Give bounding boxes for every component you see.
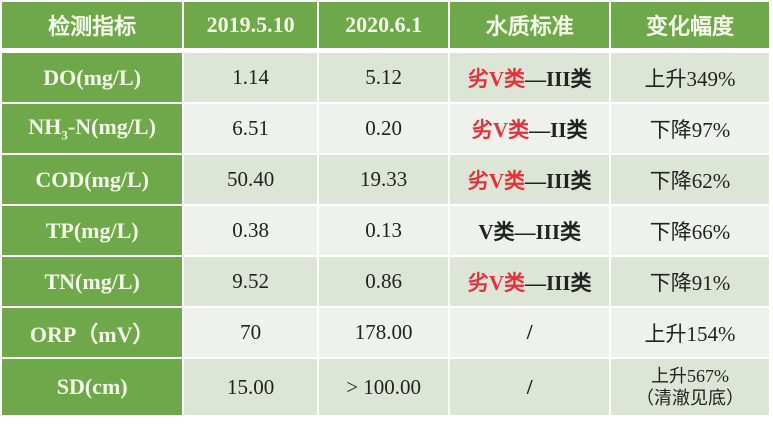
indicator-cell: COD(mg/L) xyxy=(2,155,183,204)
header-change: 变化幅度 xyxy=(611,2,769,48)
header-indicator: 检测指标 xyxy=(2,2,183,48)
change-text: 下降62% xyxy=(649,168,731,193)
standard-red-text: 劣V类 xyxy=(467,270,526,295)
table-row: COD(mg/L) 50.40 19.33 劣V类—III类 下降62% xyxy=(2,155,769,204)
change-text: 下降66% xyxy=(649,219,731,244)
standard-cell: 劣V类—III类 xyxy=(450,257,610,306)
standard-text: —III类 xyxy=(525,270,592,295)
change-cell: 下降91% xyxy=(611,257,769,306)
indicator-cell: NH3-N(mg/L) xyxy=(2,104,183,153)
table-row: NH3-N(mg/L) 6.51 0.20 劣V类—II类 下降97% xyxy=(2,104,769,153)
value-2020: 178.00 xyxy=(318,308,449,357)
indicator-cell: SD(cm) xyxy=(2,359,183,415)
indicator-text: NH3-N(mg/L) xyxy=(28,113,156,143)
standard-cell: / xyxy=(450,308,610,357)
value-2019: 0.38 xyxy=(184,206,317,255)
value-2019: 15.00 xyxy=(184,359,317,415)
indicator-cell: TN(mg/L) xyxy=(2,257,183,306)
value-2020: 0.13 xyxy=(318,206,449,255)
change-text: 上升349% xyxy=(644,66,736,91)
value-2020: 5.12 xyxy=(318,53,449,102)
header-row: 检测指标 2019.5.10 2020.6.1 水质标准 变化幅度 xyxy=(2,2,769,48)
table-row: SD(cm) 15.00 > 100.00 / 上升567% （清澈见底） xyxy=(2,359,769,415)
change-cell: 下降97% xyxy=(611,104,769,153)
change-text: 下降97% xyxy=(649,117,731,142)
change-cell: 下降62% xyxy=(611,155,769,204)
indicator-text: TN(mg/L) xyxy=(44,268,140,294)
standard-cell: V类—III类 xyxy=(450,206,610,255)
header-2019: 2019.5.10 xyxy=(184,2,317,48)
value-2019: 9.52 xyxy=(184,257,317,306)
table-row: TN(mg/L) 9.52 0.86 劣V类—III类 下降91% xyxy=(2,257,769,306)
header-2020: 2020.6.1 xyxy=(318,2,449,48)
change-note: （清澈见底） xyxy=(636,388,745,408)
indicator-text: ORP（mV） xyxy=(29,321,155,347)
standard-text: —II类 xyxy=(529,117,588,142)
change-text: 上升154% xyxy=(644,321,736,346)
indicator-text: DO(mg/L) xyxy=(43,64,142,90)
indicator-cell: ORP（mV） xyxy=(2,308,183,357)
standard-red-text: 劣V类 xyxy=(471,117,530,142)
value-2019: 1.14 xyxy=(184,53,317,102)
header-standard: 水质标准 xyxy=(450,2,610,48)
standard-cell: 劣V类—III类 xyxy=(450,155,610,204)
standard-red-text: 劣V类 xyxy=(467,66,526,91)
standard-text: V类—III类 xyxy=(478,219,582,244)
standard-cell: 劣V类—II类 xyxy=(450,104,610,153)
value-2019: 6.51 xyxy=(184,104,317,153)
change-cell: 上升349% xyxy=(611,53,769,102)
value-2019: 50.40 xyxy=(184,155,317,204)
standard-red-text: 劣V类 xyxy=(467,168,526,193)
value-2020: 19.33 xyxy=(318,155,449,204)
indicator-cell: TP(mg/L) xyxy=(2,206,183,255)
indicator-text: TP(mg/L) xyxy=(45,217,139,243)
standard-cell: 劣V类—III类 xyxy=(450,53,610,102)
standard-cell: / xyxy=(450,359,610,415)
indicator-text: SD(cm) xyxy=(56,374,128,399)
value-2020: > 100.00 xyxy=(318,359,449,415)
change-cell: 上升567% （清澈见底） xyxy=(611,359,769,415)
indicator-cell: DO(mg/L) xyxy=(2,53,183,102)
change-text: 下降91% xyxy=(649,270,731,295)
table-row: DO(mg/L) 1.14 5.12 劣V类—III类 上升349% xyxy=(2,53,769,102)
standard-text: / xyxy=(526,374,533,399)
change-cell: 下降66% xyxy=(611,206,769,255)
standard-text: / xyxy=(526,320,533,344)
value-2020: 0.20 xyxy=(318,104,449,153)
value-2020: 0.86 xyxy=(318,257,449,306)
water-quality-table: 检测指标 2019.5.10 2020.6.1 水质标准 变化幅度 DO(mg/… xyxy=(0,0,771,417)
standard-text: —III类 xyxy=(525,66,592,91)
standard-text: —III类 xyxy=(525,168,592,193)
change-cell: 上升154% xyxy=(611,308,769,357)
indicator-text: COD(mg/L) xyxy=(35,166,149,192)
table-row: ORP（mV） 70 178.00 / 上升154% xyxy=(2,308,769,357)
value-2019: 70 xyxy=(184,308,317,357)
table-row: TP(mg/L) 0.38 0.13 V类—III类 下降66% xyxy=(2,206,769,255)
change-text: 上升567% xyxy=(651,366,730,386)
